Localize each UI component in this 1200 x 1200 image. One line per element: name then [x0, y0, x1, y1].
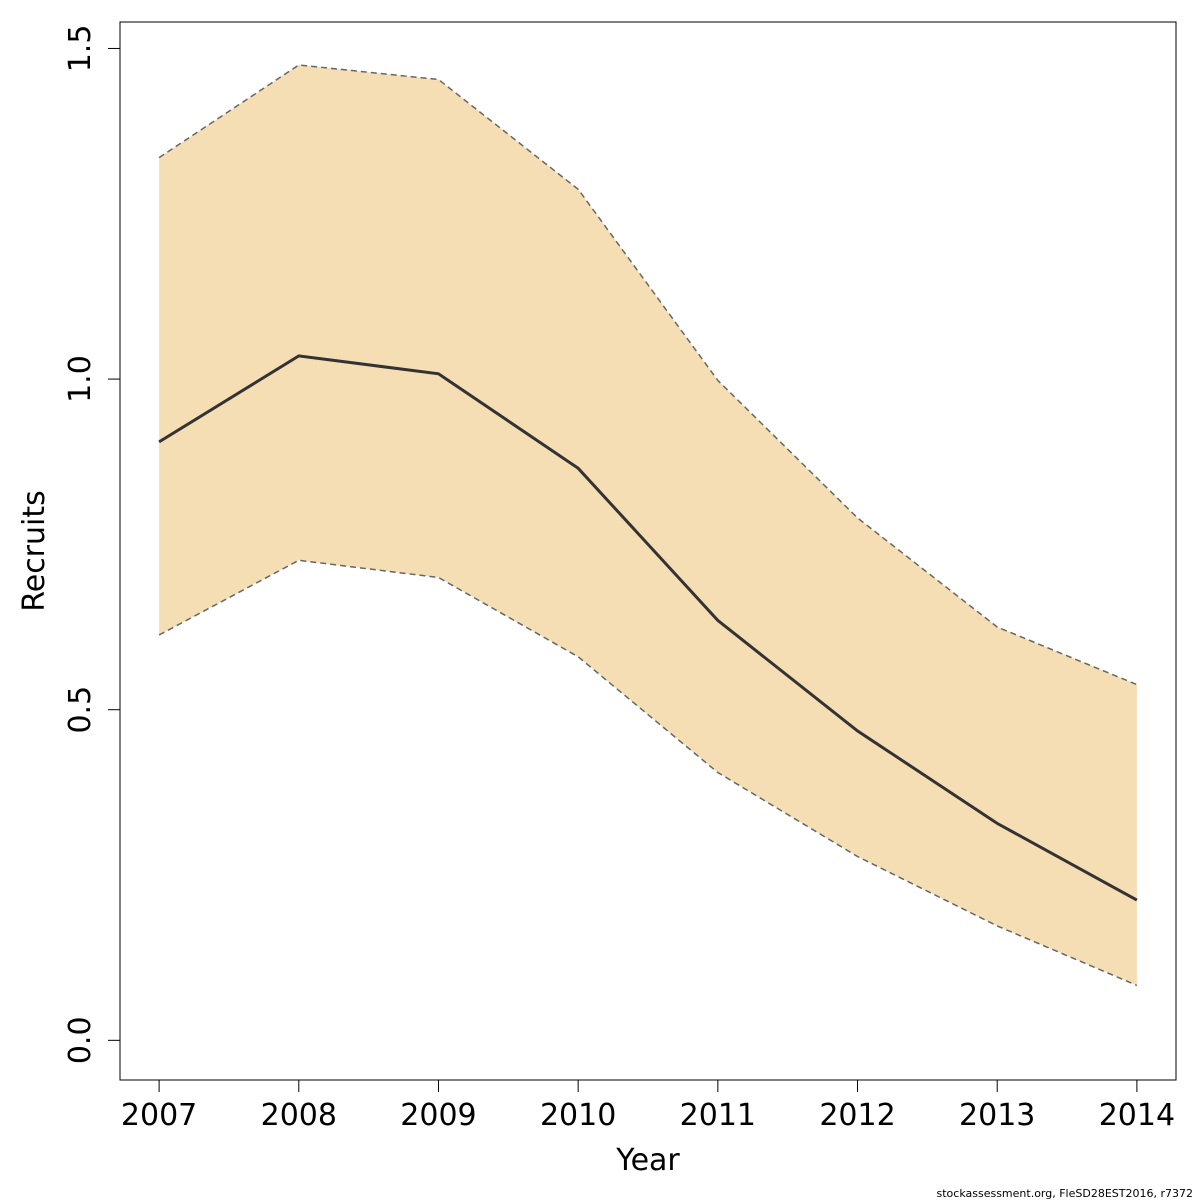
- y-axis-title: Recruits: [17, 490, 52, 612]
- y-tick-label: 1.5: [63, 25, 98, 73]
- x-tick-label: 2007: [121, 1098, 197, 1133]
- y-tick-label: 0.5: [63, 686, 98, 734]
- x-tick-label: 2014: [1099, 1098, 1175, 1133]
- y-tick-label: 1.0: [63, 355, 98, 403]
- x-axis: 2007 2008 2009 2010 2011 2012 2013 2014: [121, 1079, 1175, 1133]
- x-axis-title: Year: [615, 1143, 680, 1178]
- upper-bound-line: [158, 64, 1138, 686]
- recruits-line: [158, 354, 1138, 902]
- confidence-band: [159, 65, 1137, 986]
- y-tick-label: 0.0: [63, 1016, 98, 1064]
- footnote: stockassessment.org, FleSD28EST2016, r73…: [937, 1187, 1194, 1200]
- x-tick-label: 2013: [959, 1098, 1035, 1133]
- x-tick-label: 2009: [400, 1098, 476, 1133]
- x-tick-label: 2008: [261, 1098, 337, 1133]
- x-tick-label: 2010: [540, 1098, 616, 1133]
- lower-bound-line: [158, 559, 1138, 987]
- x-tick-label: 2012: [819, 1098, 895, 1133]
- y-axis: 0.0 0.5 1.0 1.5: [63, 25, 121, 1064]
- x-tick-label: 2011: [680, 1098, 756, 1133]
